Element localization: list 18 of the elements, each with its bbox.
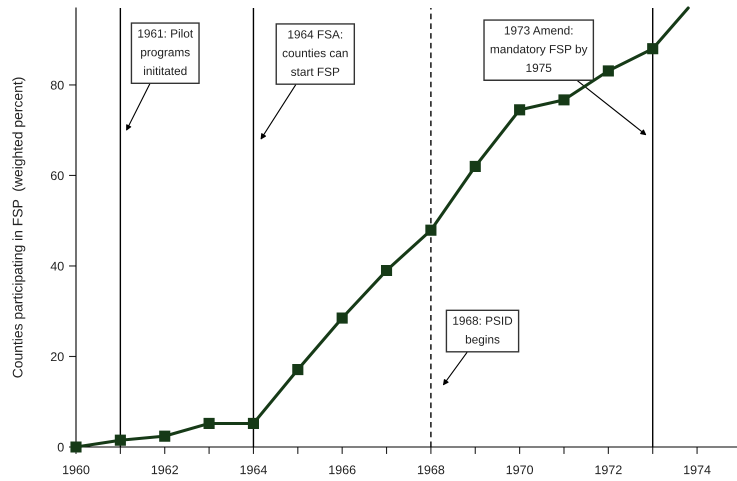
x-tick-label: 1970 xyxy=(506,465,534,474)
y-tick-label: 80 xyxy=(50,80,64,90)
x-tick-label: 1966 xyxy=(329,465,356,474)
y-axis-title: Counties participating in FSP (weighted percent) xyxy=(12,78,26,378)
x-tick-label: 1968 xyxy=(418,465,444,474)
y-tick-label: 60 xyxy=(50,171,64,180)
y-tick-label: 40 xyxy=(50,262,64,271)
x-tick-label: 1972 xyxy=(595,465,622,474)
x-tick-label: 1964 xyxy=(240,465,267,474)
x-tick-label: 1962 xyxy=(152,465,178,474)
ref-line-label: 1968: PSID begins xyxy=(453,316,512,346)
x-tick-label: 1960 xyxy=(63,465,90,474)
ref-line-label: 1961: Pilot programs inititated xyxy=(138,29,194,76)
ref-line-label: 1964 FSA: counties can start FSP xyxy=(282,30,348,76)
y-tick-label: 20 xyxy=(50,352,64,362)
y-tick-label: 0 xyxy=(58,442,64,452)
x-tick-label: 1974 xyxy=(684,465,711,474)
ref-line-label: 1973 Amend: mandatory FSP by 1975 xyxy=(490,26,588,72)
